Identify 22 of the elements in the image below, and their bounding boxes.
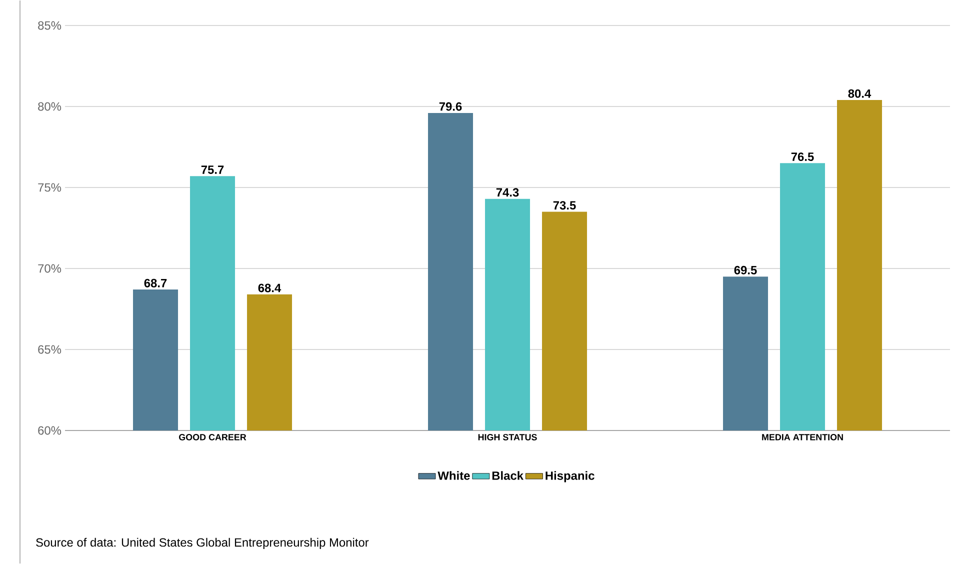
data-label: 69.5 — [734, 266, 757, 274]
data-label: 75.7 — [201, 166, 224, 174]
y-tick-label: 70% — [38, 264, 62, 273]
y-tick-label: 85% — [38, 21, 62, 30]
legend-label: White — [438, 471, 470, 480]
data-label: 68.7 — [144, 278, 167, 288]
x-tick-label: HIGH STATUS — [478, 434, 537, 440]
y-tick-label: 80% — [38, 102, 62, 111]
source-note: Source of data: United States Global Entrepreneurship Monitor — [36, 538, 369, 550]
y-tick-label: 65% — [38, 345, 62, 354]
x-tick-label: MEDIA ATTENTION — [762, 434, 843, 440]
legend-label: Black — [492, 471, 524, 480]
data-label: 74.3 — [496, 188, 519, 197]
data-label: 76.5 — [791, 152, 814, 161]
data-label: 68.4 — [258, 284, 282, 292]
legend-label: Hispanic — [546, 471, 594, 482]
data-label: 80.4 — [848, 89, 872, 98]
data-label: 79.6 — [439, 102, 462, 111]
y-tick-label: 60% — [38, 426, 62, 435]
x-tick-label: GOOD CAREER — [179, 434, 246, 440]
data-label: 73.5 — [553, 201, 576, 210]
y-tick-label: 75% — [38, 183, 62, 192]
